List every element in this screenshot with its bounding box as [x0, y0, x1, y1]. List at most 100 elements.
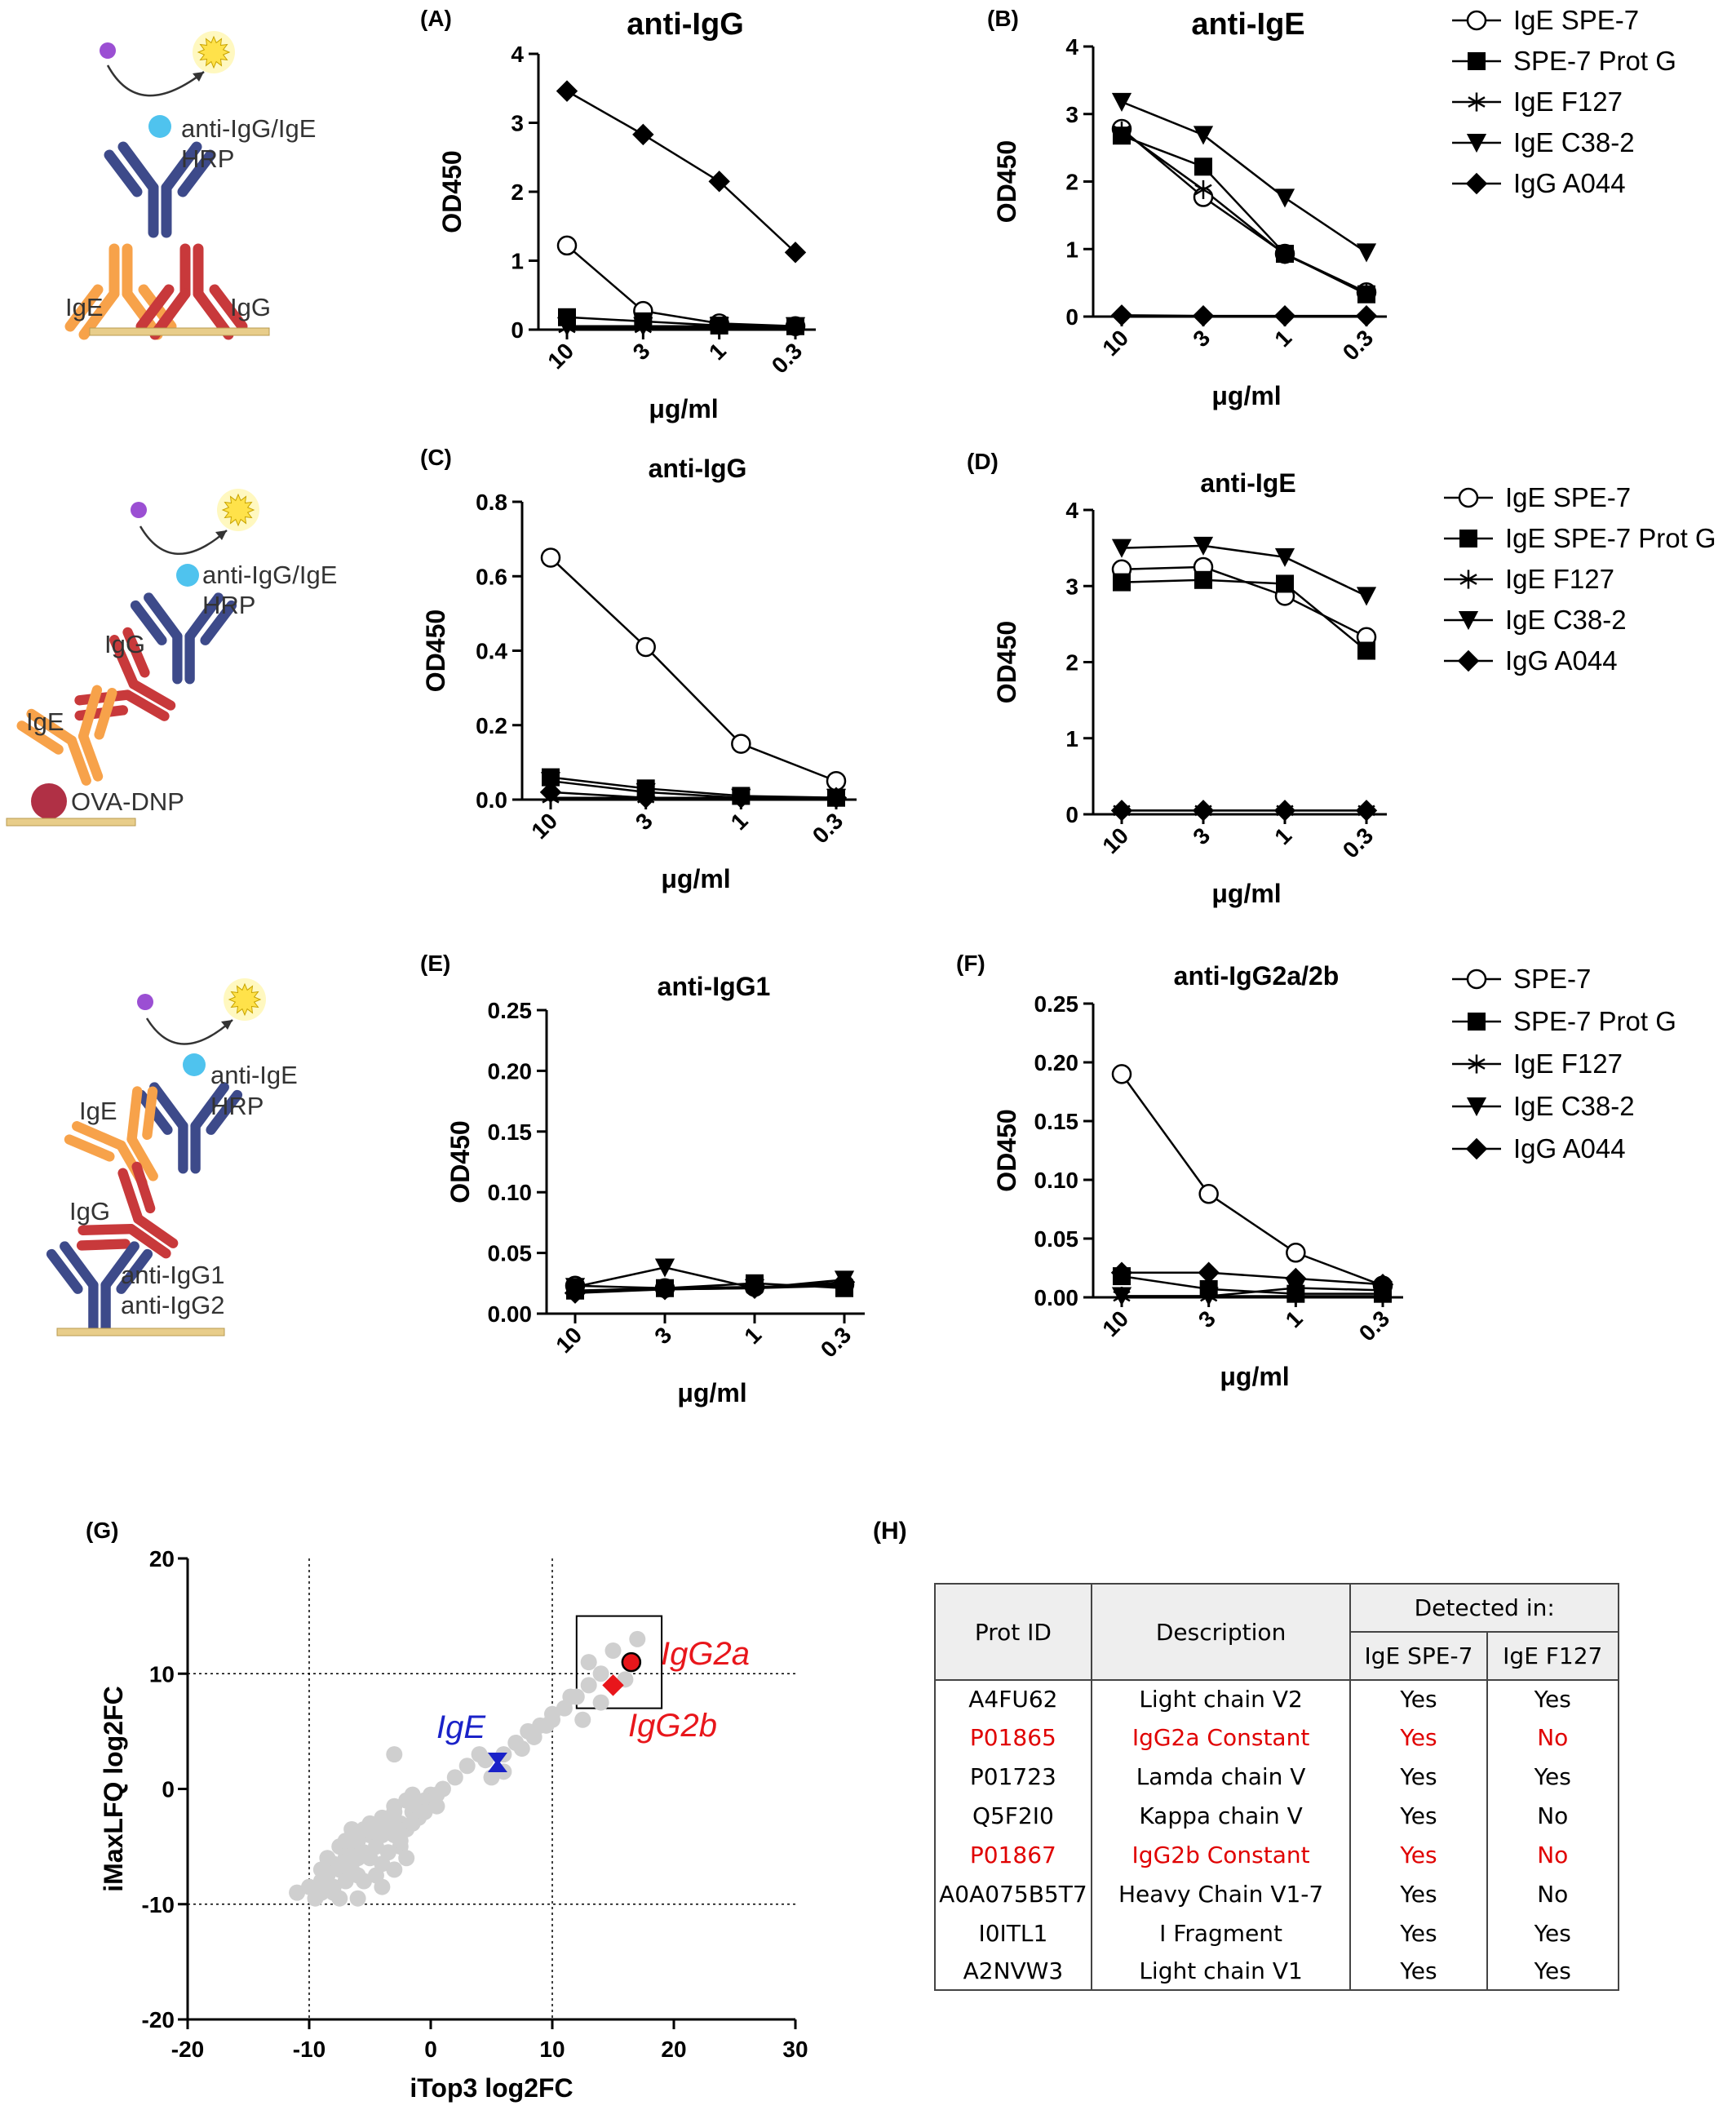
line-chart-c: (C) anti-IgG 0.0 0.2 0.4 0.6 0.8 10 3 1 0.3 OD450 μg… [420, 445, 857, 893]
data-point [636, 636, 656, 658]
x-tick-label: 10 [1097, 822, 1133, 858]
data-point [825, 787, 848, 809]
y-axis-label: OD450 [437, 150, 467, 233]
antibody-stem [66, 735, 91, 786]
data-point [635, 787, 657, 809]
y-tick-label: 0 [1065, 304, 1078, 330]
antibody-arm [206, 1089, 243, 1135]
panel-label-h: (H) [873, 1518, 907, 1545]
marker-star-stroke [1468, 96, 1486, 108]
y-tick-label: 3 [1065, 102, 1078, 127]
x-tick-label: 1 [726, 808, 753, 835]
data-point [556, 235, 578, 256]
data-point [1111, 92, 1132, 112]
cell-description: Heavy Chain V1-7 [1090, 1874, 1352, 1913]
series-line [1121, 130, 1367, 294]
legend-marker [1468, 1013, 1486, 1031]
arrow-head [193, 72, 204, 82]
data-point [477, 1752, 494, 1769]
legend-item: IgE SPE-7 Prot G [1505, 523, 1716, 553]
line-chart-b: (B) anti-IgE 0 1 2 3 4 10 3 1 0.3 OD450 μg/ml [987, 6, 1387, 410]
table-row: Q5F2I0 Kappa chain V Yes No [934, 1796, 1619, 1835]
data-point [708, 171, 730, 193]
y-tick-label: 0.20 [488, 1058, 533, 1084]
data-point [1110, 304, 1133, 326]
x-axis-label: iTop3 log2FC [410, 2073, 573, 2103]
data-point [653, 1279, 676, 1301]
antibody-arm [60, 1241, 99, 1291]
marker-star-stroke [1357, 286, 1375, 299]
antibody-arm [100, 1241, 140, 1291]
panel-label: (E) [420, 951, 450, 976]
hrp-enzyme-icon [148, 115, 171, 138]
y-tick-label: 4 [1065, 34, 1078, 60]
data-point [1198, 1287, 1219, 1306]
label-detection-ab: anti-IgE [210, 1061, 298, 1089]
data-point [592, 1694, 609, 1711]
data-point [386, 1746, 403, 1763]
table-row: P01723 Lamda chain V Yes Yes [934, 1757, 1619, 1796]
data-point [730, 787, 752, 809]
data-point [386, 1797, 403, 1815]
antibody-arm [130, 600, 167, 645]
legend: IgE SPE-7 SPE-7 Prot G IgE F127 IgE C38-2 Ig… [1452, 5, 1676, 198]
data-point [654, 1258, 675, 1278]
data-point [784, 242, 807, 264]
cell-description: Kappa chain V [1090, 1796, 1352, 1835]
legend-item: IgE SPE-7 [1513, 5, 1639, 35]
data-point [539, 781, 562, 804]
antibody-stem [78, 731, 104, 782]
data-point [604, 1642, 622, 1659]
data-point [1355, 800, 1378, 822]
arrow-head [221, 1020, 232, 1030]
table-row: P01867 IgG2b Constant Yes No [934, 1835, 1619, 1874]
data-point [337, 1833, 354, 1850]
highlight-point [621, 1651, 642, 1673]
antibody-arm [104, 149, 143, 197]
detection-antibody-icon [130, 592, 237, 685]
marker-star-stroke [1459, 574, 1477, 585]
highlight-point [487, 1753, 507, 1773]
data-point [633, 317, 653, 336]
header-description: Description [1090, 1583, 1352, 1681]
substrate-sun-icon [193, 31, 235, 73]
data-point [709, 317, 729, 336]
cell-prot-id: P01867 [934, 1835, 1092, 1874]
x-axis-label: μg/ml [1220, 1362, 1289, 1391]
label-detection-ab: anti-IgG/IgE [181, 114, 316, 143]
antibody-arm [76, 1239, 131, 1251]
header-detected-in: Detected in: [1349, 1583, 1619, 1633]
data-point [289, 1884, 306, 1901]
antibody-arm [72, 1121, 126, 1150]
data-point [833, 1271, 856, 1293]
data-point [525, 1728, 542, 1745]
data-point [1273, 304, 1296, 327]
data-point [1357, 282, 1375, 302]
y-tick-label: 0.20 [1034, 1050, 1079, 1075]
antibody-arm [78, 288, 120, 340]
panel-label: (A) [420, 6, 452, 31]
cell-ige-f127: Yes [1486, 1953, 1619, 1991]
x-axis-label: μg/ml [1211, 879, 1281, 908]
data-point [1357, 641, 1375, 660]
chart-title: anti-IgG1 [658, 972, 771, 1001]
highlight-label: IgG2a [661, 1636, 750, 1672]
antibody-arm [209, 284, 248, 332]
series-line [550, 791, 836, 799]
data-point [1198, 1184, 1219, 1204]
cell-description: Light chain V1 [1090, 1953, 1352, 1991]
data-point [392, 1833, 409, 1850]
antibody-stem [128, 679, 176, 711]
data-point [1193, 126, 1214, 145]
label-igg: IgG [104, 630, 145, 658]
series-line [1120, 1073, 1384, 1287]
label-hrp: HRP [202, 591, 255, 619]
cell-ige-f127: No [1486, 1874, 1619, 1913]
y-tick-label: 1 [1065, 726, 1078, 751]
cell-prot-id: P01723 [934, 1757, 1092, 1796]
x-tick-label: 10 [551, 1322, 587, 1358]
y-tick-label: 2 [511, 180, 524, 205]
cell-prot-id: A2NVW3 [934, 1953, 1092, 1991]
data-point [1276, 245, 1294, 264]
y-tick-label: 2 [1065, 650, 1078, 676]
